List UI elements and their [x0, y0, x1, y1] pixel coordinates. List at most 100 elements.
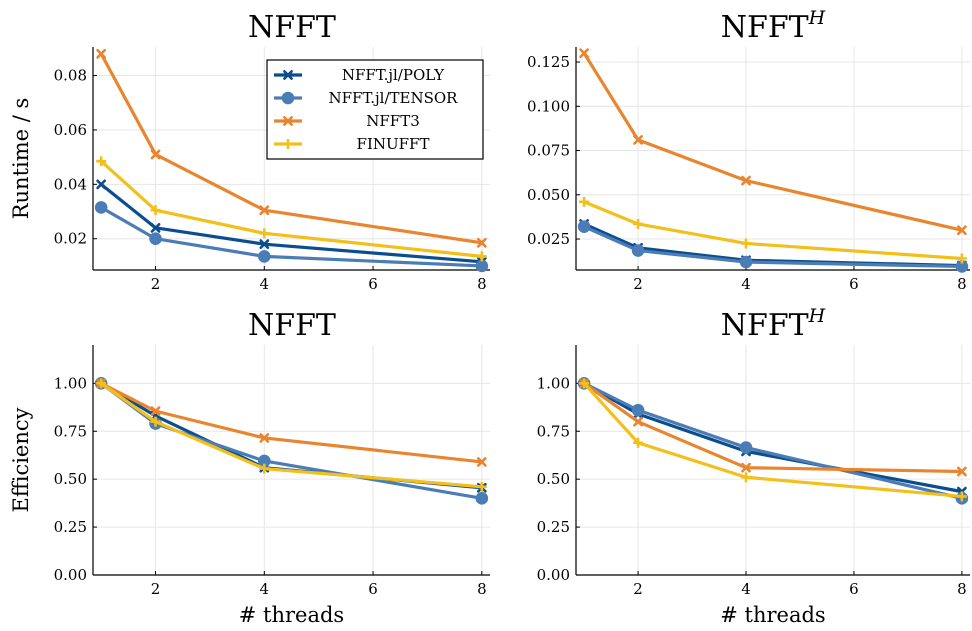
x-tick-label: 2: [633, 580, 643, 598]
x-tick-label: 4: [260, 275, 270, 293]
x-tick-label: 4: [260, 580, 270, 598]
x-axis-label: # threads: [239, 603, 344, 627]
y-tick-label: 0.04: [54, 175, 87, 193]
series-line-NFFT3: [582, 52, 963, 232]
data-point: [956, 253, 967, 264]
data-point: [150, 406, 161, 417]
data-point: [741, 472, 752, 483]
x-tick-label: 8: [477, 275, 487, 293]
x-tick-label: 6: [368, 275, 378, 293]
data-point: [741, 175, 751, 186]
panel-title-superscript: H: [808, 7, 826, 29]
y-tick-label: 0.075: [527, 142, 570, 160]
y-tick-label: 0.02: [54, 230, 87, 248]
y-axis-label: Efficiency: [9, 407, 33, 512]
data-point: [96, 179, 107, 190]
series-line-FINUFFT: [583, 200, 963, 261]
data-point: [259, 239, 270, 250]
x-tick-label: 8: [957, 580, 967, 598]
data-point: [633, 416, 643, 427]
chart-panel-nfft-runtime: 2 4 6 8 0.02 0.04 0.06 0.08 NFFT Runtime / s NFFT.…: [9, 10, 490, 293]
series-line-NFFT.jl/POLY: [100, 183, 482, 264]
data-point: [476, 237, 487, 248]
legend-label: NFFT3: [366, 112, 420, 130]
data-point: [150, 416, 161, 427]
legend-marker: [283, 116, 293, 126]
data-point: [631, 403, 645, 417]
y-tick-label: 0.00: [54, 566, 87, 584]
data-point: [739, 441, 753, 454]
legend-label: FINUFFT: [357, 135, 430, 153]
panel-title: NFFTH: [721, 7, 826, 45]
chart-panel-nffth-efficiency: 2 4 6 8 0.00 0.25 0.50 0.75 1.00 NFFTH # threads: [537, 305, 970, 627]
data-point: [259, 433, 270, 443]
data-point: [476, 481, 487, 492]
legend: NFFT.jl/POLY NFFT.jl/TENSOR NFFT3 FINUFFT: [266, 59, 484, 160]
y-tick-label: 0.50: [54, 470, 87, 488]
data-point: [476, 457, 487, 467]
legend-label: NFFT.jl/TENSOR: [329, 89, 459, 107]
series-line-FINUFFT: [582, 382, 963, 499]
data-point: [579, 48, 589, 59]
x-tick-label: 2: [151, 275, 161, 293]
y-tick-label: 0.08: [54, 67, 87, 85]
series-line-FINUFFT: [100, 160, 483, 258]
x-tick-label: 8: [957, 275, 967, 293]
data-point: [631, 244, 645, 257]
data-point: [957, 225, 967, 236]
y-tick-label: 0.00: [537, 566, 570, 584]
y-tick-label: 0.25: [537, 518, 570, 536]
series-line-NFFT.jl/TENSOR: [100, 206, 482, 268]
legend-label: NFFT.jl/POLY: [342, 66, 445, 84]
series-line-NFFT.jl/TENSOR: [583, 381, 963, 500]
data-point: [94, 201, 108, 214]
panel-title-main: NFFT: [721, 10, 809, 45]
data-point: [259, 463, 270, 474]
x-axis-label: # threads: [720, 603, 825, 627]
y-tick-label: 0.050: [527, 186, 570, 204]
y-tick-label: 0.75: [537, 422, 570, 440]
panel-title-main: NFFT: [248, 10, 336, 45]
data-point: [741, 238, 752, 249]
data-point: [579, 196, 590, 207]
series-line-NFFT.jl/TENSOR: [583, 225, 962, 269]
data-point: [476, 251, 487, 262]
x-tick-label: 6: [849, 580, 859, 598]
x-tick-label: 2: [633, 275, 643, 293]
panel-title-superscript: H: [808, 305, 826, 327]
x-tick-label: 8: [477, 580, 487, 598]
data-point: [149, 232, 162, 246]
chart-panel-nffth-runtime: 2 4 6 8 0.025 0.050 0.075 0.100 0.125 NFFTH: [527, 7, 970, 293]
legend-marker: [283, 139, 293, 149]
x-tick-label: 6: [849, 275, 859, 293]
data-point: [633, 218, 644, 229]
panel-title-main: NFFT: [248, 308, 336, 343]
legend-marker: [281, 91, 295, 105]
data-point: [259, 205, 270, 216]
data-point: [577, 220, 591, 233]
data-point: [150, 205, 161, 216]
data-point: [258, 250, 271, 263]
y-tick-label: 0.25: [54, 518, 87, 536]
y-axis-label: Runtime / s: [9, 98, 33, 220]
data-point: [633, 437, 644, 448]
data-point: [956, 491, 967, 502]
panel-title: NFFTH: [721, 305, 826, 343]
data-point: [633, 135, 643, 145]
data-point: [96, 378, 107, 389]
x-tick-label: 4: [741, 275, 751, 293]
y-tick-label: 0.125: [527, 53, 570, 71]
x-tick-label: 4: [741, 580, 751, 598]
panel-title-main: NFFT: [721, 308, 809, 343]
legend-marker: [283, 70, 293, 80]
series-line-NFFT.jl/POLY: [583, 381, 963, 494]
data-point: [739, 255, 753, 269]
y-tick-label: 1.00: [54, 374, 87, 392]
x-tick-label: 6: [368, 580, 378, 598]
data-point: [150, 222, 161, 233]
data-point: [259, 228, 270, 239]
data-point: [741, 462, 751, 473]
y-tick-label: 0.025: [527, 230, 570, 248]
y-tick-label: 0.06: [54, 121, 87, 139]
